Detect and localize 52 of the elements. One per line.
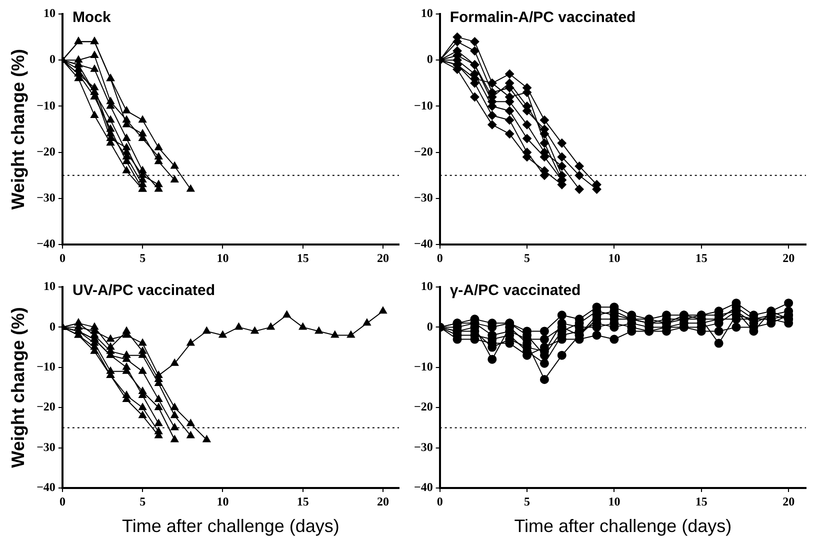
x-tick-label: 5 <box>524 250 530 265</box>
y-tick-label: −20 <box>414 144 433 158</box>
y-tick-label: −20 <box>36 144 56 158</box>
x-tick-label: 20 <box>782 494 795 508</box>
x-tick-label: 0 <box>59 250 66 265</box>
x-tick-label: 10 <box>608 250 620 265</box>
y-tick-label: 10 <box>43 6 56 20</box>
y-tick-label: 10 <box>43 279 56 294</box>
y-tick-label: −30 <box>36 190 56 205</box>
y-tick-label: −30 <box>414 440 433 454</box>
y-tick-label: −30 <box>36 440 56 454</box>
x-tick-label: 15 <box>695 250 708 265</box>
x-tick-label: 0 <box>436 250 443 265</box>
chart-title: UV-A/PC vaccinated <box>72 282 215 300</box>
y-tick-label: −40 <box>36 236 56 251</box>
chart-title: Mock <box>72 9 112 26</box>
y-tick-label: −10 <box>36 359 56 374</box>
y-tick-label: −30 <box>414 190 433 205</box>
x-tick-label: 10 <box>216 250 229 265</box>
x-tick-label: 5 <box>140 250 146 265</box>
x-tick-label: 20 <box>376 250 389 265</box>
x-tick-label: 5 <box>524 494 530 508</box>
y-axis-title: Weight change (%) <box>8 307 28 468</box>
y-tick-label: −10 <box>414 98 433 112</box>
y-tick-label: −10 <box>414 359 433 374</box>
x-tick-label: 20 <box>782 250 795 265</box>
x-tick-label: 20 <box>376 494 389 508</box>
y-tick-label: 0 <box>426 52 433 66</box>
x-tick-label: 0 <box>59 494 66 508</box>
x-tick-label: 10 <box>216 494 229 508</box>
y-tick-label: −40 <box>414 236 433 251</box>
y-axis-title: Weight change (%) <box>8 48 28 210</box>
y-tick-label: 0 <box>426 319 433 334</box>
x-tick-label: 15 <box>695 494 708 508</box>
y-tick-label: −20 <box>36 400 56 414</box>
x-axis-title: Time after challenge (days) <box>122 516 340 536</box>
chart-title: γ-A/PC vaccinated <box>450 282 581 300</box>
y-tick-label: −20 <box>414 400 433 414</box>
y-tick-label: −40 <box>36 480 56 494</box>
y-tick-label: 0 <box>49 319 56 334</box>
x-tick-label: 10 <box>608 494 620 508</box>
y-tick-label: 10 <box>420 6 433 20</box>
y-tick-label: 0 <box>49 52 56 66</box>
chart-title: Formalin-A/PC vaccinated <box>450 9 636 26</box>
y-tick-label: −10 <box>36 98 56 112</box>
y-tick-label: 10 <box>420 279 433 294</box>
x-tick-label: 15 <box>296 494 309 508</box>
x-tick-label: 0 <box>436 494 443 508</box>
x-axis-title: Time after challenge (days) <box>514 516 732 536</box>
x-tick-label: 5 <box>140 494 146 508</box>
y-tick-label: −40 <box>414 480 433 494</box>
x-tick-label: 15 <box>296 250 309 265</box>
